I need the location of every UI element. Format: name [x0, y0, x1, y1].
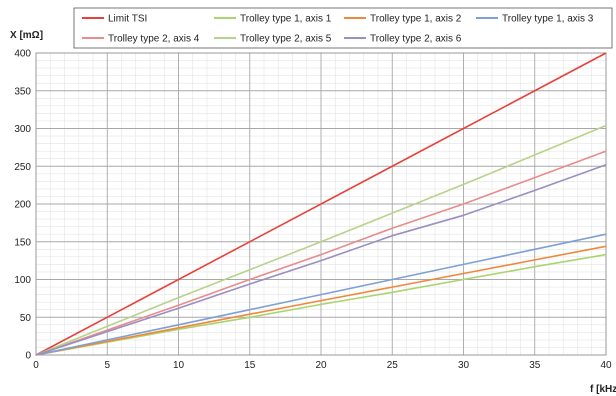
legend-label: Trolley type 2, axis 6: [370, 34, 462, 45]
legend-label: Trolley type 1, axis 1: [240, 14, 332, 25]
legend-label: Trolley type 2, axis 5: [240, 34, 332, 45]
series-line-6: [35, 124, 607, 356]
y-tick-label: 150: [14, 237, 31, 248]
y-tick-label: 50: [20, 313, 32, 324]
series-line-4: [35, 233, 607, 356]
series-line-3: [35, 245, 607, 356]
y-tick-labels: 0 50 100 150 200 250 300 350 400: [14, 49, 31, 362]
x-tick-label: 25: [387, 360, 399, 371]
y-tick-label: 200: [14, 200, 31, 211]
x-tick-label: 40: [600, 360, 612, 371]
series-line-5: [35, 150, 607, 356]
x-tick-labels: 0 5 10 15 20 25 30 35 40: [33, 360, 612, 371]
plot-frame: [35, 52, 607, 356]
x-tick-label: 0: [33, 360, 39, 371]
y-tick-label: 350: [14, 86, 31, 97]
legend-box: [73, 7, 613, 49]
legend: Limit TSI Trolley type 1, axis 1 Trolley t…: [73, 7, 613, 49]
x-axis-label: f [kHz]: [590, 384, 616, 395]
y-tick-label: 0: [25, 351, 31, 362]
legend-label: Limit TSI: [108, 14, 147, 25]
x-tick-label: 30: [458, 360, 470, 371]
series-line-2: [35, 253, 607, 356]
series-layer: [35, 52, 607, 356]
series-line-1: [35, 52, 607, 356]
legend-label: Trolley type 2, axis 4: [108, 34, 200, 45]
legend-label: Trolley type 1, axis 2: [370, 14, 462, 25]
series-line-7: [35, 163, 607, 356]
y-axis-label: X [mΩ]: [10, 30, 43, 41]
legend-label: Trolley type 1, axis 3: [502, 14, 594, 25]
y-tick-label: 300: [14, 124, 31, 135]
x-tick-label: 35: [529, 360, 541, 371]
x-tick-label: 15: [244, 360, 256, 371]
x-tick-label: 20: [315, 360, 327, 371]
x-tick-label: 10: [173, 360, 185, 371]
y-tick-label: 250: [14, 162, 31, 173]
y-tick-label: 400: [14, 49, 31, 60]
y-tick-label: 100: [14, 275, 31, 286]
x-tick-label: 5: [104, 360, 110, 371]
